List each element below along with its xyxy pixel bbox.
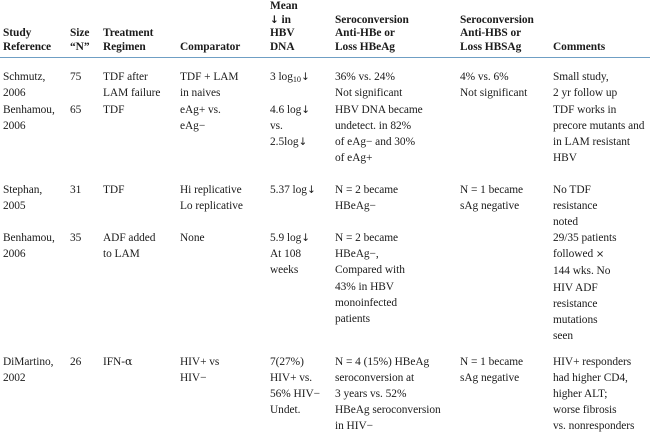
cell-seroconversion-anti-hbe: N = 2 became HBeAg−, Compared with 43% in H… <box>335 232 405 325</box>
cell-treatment-regimen: TDF after LAM failure <box>103 71 161 100</box>
cell-mean-drop-hbv-dna: 5.37 log↓ <box>270 183 316 196</box>
cell-comparator: Hi replicative Lo replicative <box>180 183 243 213</box>
cell-seroconversion-anti-hbs: N = 1 became sAg negative <box>460 183 524 213</box>
table-row: Benhamou, 2006 65 TDF eAg+ vs. eAg− 4.6 lo… <box>0 102 650 166</box>
cell-seroconversion-anti-hbs: N = 1 became sAg negative <box>460 355 524 384</box>
column-header-seroconversion-anti-hbe: Seroconversion Anti-HBe or Loss HBeAg <box>335 0 460 59</box>
table-row: Stephan, 2005 31 TDF Hi replicative Lo rep… <box>0 166 650 230</box>
cell-mean-drop-hbv-dna: 4.6 log↓ vs. 2.5log↓ <box>270 103 310 148</box>
cell-treatment-regimen: TDF <box>103 183 125 196</box>
cell-comparator: TDF + LAM in naives <box>180 71 239 100</box>
cell-comparator: None <box>180 232 205 245</box>
cell-mean-drop-hbv-dna: 3 log10↓ <box>270 71 310 85</box>
cell-treatment-regimen: TDF <box>103 103 125 116</box>
cell-seroconversion-anti-hbe: HBV DNA became undetect. in 82% of eAg− an… <box>335 103 423 164</box>
cell-mean-drop-hbv-dna: 5.9 log↓ At 108 weeks <box>270 232 310 277</box>
cell-mean-drop-hbv-dna: 7(27%) HIV+ vs. 56% HIV− Undet. <box>270 355 320 417</box>
column-header-seroconversion-anti-hbs: Seroconversion Anti-HBS or Loss HBSAg <box>460 0 553 59</box>
cell-study-reference: DiMartino, 2002 <box>3 355 54 384</box>
column-header-comments: Comments <box>553 0 650 59</box>
column-header-study-reference: Study Reference <box>0 0 70 59</box>
table-header: Study Reference Size “N” Treatment Regimen … <box>0 0 650 59</box>
cell-study-reference: Benhamou, 2006 <box>3 232 55 261</box>
cell-study-reference: Benhamou, 2006 <box>3 103 55 132</box>
cell-size-n: 75 <box>70 71 82 84</box>
cell-treatment-regimen: ADF added to LAM <box>103 232 156 261</box>
table-row: Benhamou, 2006 35 ADF added to LAM None 5.… <box>0 230 650 344</box>
column-header-comparator: Comparator <box>180 0 270 59</box>
column-header-treatment-regimen: Treatment Regimen <box>103 0 180 59</box>
cell-size-n: 35 <box>70 232 82 245</box>
cell-study-reference: Schmutz, 2006 <box>3 71 46 100</box>
cell-seroconversion-anti-hbe: N = 2 became HBeAg− <box>335 183 399 213</box>
column-header-mean-drop-hbv-dna: Mean ↓ in HBV DNA <box>270 0 335 59</box>
cell-comments: HIV+ responders had higher CD4, higher ALT… <box>553 355 635 433</box>
cell-seroconversion-anti-hbe: N = 4 (15%) HBeAg seroconversion at 3 year… <box>335 355 441 433</box>
cell-comments: No TDF resistance noted <box>553 183 598 229</box>
table-row: DiMartino, 2002 26 IFN-α HIV+ vs HIV− 7(27… <box>0 344 650 434</box>
column-header-size-n: Size “N” <box>70 0 103 59</box>
cell-comparator: HIV+ vs HIV− <box>180 355 220 384</box>
cell-comments: 29/35 patients followed × 144 wks. No HIV A… <box>553 232 617 342</box>
cell-size-n: 31 <box>70 183 82 196</box>
cell-comments: TDF works in precore mutants and in LAM re… <box>553 103 645 164</box>
cell-seroconversion-anti-hbe: 36% vs. 24% Not significant <box>335 71 403 100</box>
cell-size-n: 65 <box>70 103 82 116</box>
cell-comparator: eAg+ vs. eAg− <box>180 103 221 132</box>
cell-study-reference: Stephan, 2005 <box>3 183 43 213</box>
cell-comments: Small study, 2 yr follow up <box>553 71 618 100</box>
cell-size-n: 26 <box>70 355 82 368</box>
cell-seroconversion-anti-hbs <box>460 230 553 344</box>
table-row: Schmutz, 2006 75 TDF after LAM failure TDF… <box>0 58 650 102</box>
cell-treatment-regimen: IFN-α <box>103 354 133 368</box>
table-body: Schmutz, 2006 75 TDF after LAM failure TDF… <box>0 58 650 434</box>
cell-seroconversion-anti-hbs: 4% vs. 6% Not significant <box>460 71 528 100</box>
cell-seroconversion-anti-hbs <box>460 102 553 166</box>
